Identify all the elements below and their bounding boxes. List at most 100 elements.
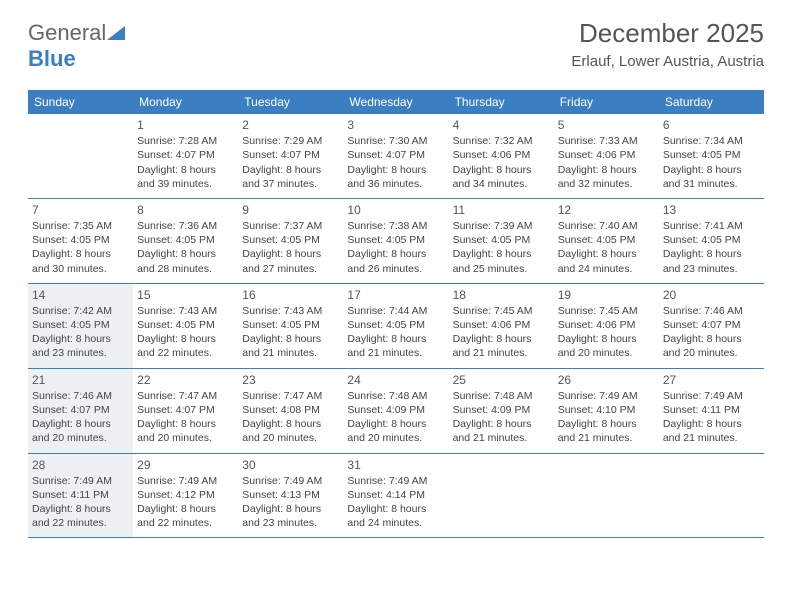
day-cell: 28Sunrise: 7:49 AMSunset: 4:11 PMDayligh…	[28, 454, 133, 538]
day-number: 18	[453, 287, 550, 303]
day-cell: 3Sunrise: 7:30 AMSunset: 4:07 PMDaylight…	[343, 114, 448, 198]
page-title: December 2025	[571, 18, 764, 49]
day-header-cell: Saturday	[659, 90, 764, 114]
sunset-text: Sunset: 4:05 PM	[32, 233, 129, 247]
logo-triangle-icon	[107, 26, 125, 40]
day-number: 19	[558, 287, 655, 303]
sunset-text: Sunset: 4:05 PM	[453, 233, 550, 247]
week-row: 7Sunrise: 7:35 AMSunset: 4:05 PMDaylight…	[28, 199, 764, 284]
day-header-cell: Thursday	[449, 90, 554, 114]
day-number: 26	[558, 372, 655, 388]
daylight-text: Daylight: 8 hours and 24 minutes.	[347, 502, 444, 530]
sunrise-text: Sunrise: 7:41 AM	[663, 219, 760, 233]
daylight-text: Daylight: 8 hours and 20 minutes.	[663, 332, 760, 360]
sunset-text: Sunset: 4:06 PM	[453, 318, 550, 332]
empty-cell	[659, 454, 764, 538]
sunset-text: Sunset: 4:06 PM	[558, 148, 655, 162]
day-cell: 21Sunrise: 7:46 AMSunset: 4:07 PMDayligh…	[28, 369, 133, 453]
calendar: SundayMondayTuesdayWednesdayThursdayFrid…	[28, 90, 764, 538]
sunset-text: Sunset: 4:05 PM	[663, 233, 760, 247]
daylight-text: Daylight: 8 hours and 32 minutes.	[558, 163, 655, 191]
day-cell: 2Sunrise: 7:29 AMSunset: 4:07 PMDaylight…	[238, 114, 343, 198]
sunset-text: Sunset: 4:05 PM	[558, 233, 655, 247]
sunrise-text: Sunrise: 7:43 AM	[242, 304, 339, 318]
day-cell: 14Sunrise: 7:42 AMSunset: 4:05 PMDayligh…	[28, 284, 133, 368]
daylight-text: Daylight: 8 hours and 20 minutes.	[558, 332, 655, 360]
day-cell: 13Sunrise: 7:41 AMSunset: 4:05 PMDayligh…	[659, 199, 764, 283]
daylight-text: Daylight: 8 hours and 21 minutes.	[347, 332, 444, 360]
day-cell: 27Sunrise: 7:49 AMSunset: 4:11 PMDayligh…	[659, 369, 764, 453]
day-cell: 7Sunrise: 7:35 AMSunset: 4:05 PMDaylight…	[28, 199, 133, 283]
sunset-text: Sunset: 4:13 PM	[242, 488, 339, 502]
sunrise-text: Sunrise: 7:49 AM	[32, 474, 129, 488]
sunset-text: Sunset: 4:07 PM	[32, 403, 129, 417]
day-number: 10	[347, 202, 444, 218]
day-number: 13	[663, 202, 760, 218]
sunset-text: Sunset: 4:05 PM	[347, 318, 444, 332]
day-cell: 30Sunrise: 7:49 AMSunset: 4:13 PMDayligh…	[238, 454, 343, 538]
sunset-text: Sunset: 4:11 PM	[663, 403, 760, 417]
empty-cell	[449, 454, 554, 538]
day-cell: 31Sunrise: 7:49 AMSunset: 4:14 PMDayligh…	[343, 454, 448, 538]
daylight-text: Daylight: 8 hours and 23 minutes.	[32, 332, 129, 360]
daylight-text: Daylight: 8 hours and 24 minutes.	[558, 247, 655, 275]
sunset-text: Sunset: 4:12 PM	[137, 488, 234, 502]
sunset-text: Sunset: 4:05 PM	[242, 318, 339, 332]
sunset-text: Sunset: 4:06 PM	[558, 318, 655, 332]
day-header-cell: Tuesday	[238, 90, 343, 114]
day-cell: 23Sunrise: 7:47 AMSunset: 4:08 PMDayligh…	[238, 369, 343, 453]
sunrise-text: Sunrise: 7:29 AM	[242, 134, 339, 148]
daylight-text: Daylight: 8 hours and 22 minutes.	[32, 502, 129, 530]
sunset-text: Sunset: 4:07 PM	[242, 148, 339, 162]
day-cell: 26Sunrise: 7:49 AMSunset: 4:10 PMDayligh…	[554, 369, 659, 453]
day-number: 28	[32, 457, 129, 473]
sunrise-text: Sunrise: 7:40 AM	[558, 219, 655, 233]
day-header-cell: Wednesday	[343, 90, 448, 114]
day-number: 30	[242, 457, 339, 473]
logo-text-1: General	[28, 20, 106, 45]
sunset-text: Sunset: 4:05 PM	[137, 318, 234, 332]
sunrise-text: Sunrise: 7:42 AM	[32, 304, 129, 318]
daylight-text: Daylight: 8 hours and 27 minutes.	[242, 247, 339, 275]
day-cell: 12Sunrise: 7:40 AMSunset: 4:05 PMDayligh…	[554, 199, 659, 283]
daylight-text: Daylight: 8 hours and 21 minutes.	[663, 417, 760, 445]
sunset-text: Sunset: 4:05 PM	[347, 233, 444, 247]
sunset-text: Sunset: 4:07 PM	[347, 148, 444, 162]
sunset-text: Sunset: 4:09 PM	[347, 403, 444, 417]
day-cell: 15Sunrise: 7:43 AMSunset: 4:05 PMDayligh…	[133, 284, 238, 368]
week-row: 21Sunrise: 7:46 AMSunset: 4:07 PMDayligh…	[28, 369, 764, 454]
day-number: 20	[663, 287, 760, 303]
day-cell: 24Sunrise: 7:48 AMSunset: 4:09 PMDayligh…	[343, 369, 448, 453]
day-cell: 18Sunrise: 7:45 AMSunset: 4:06 PMDayligh…	[449, 284, 554, 368]
sunrise-text: Sunrise: 7:46 AM	[663, 304, 760, 318]
sunrise-text: Sunrise: 7:30 AM	[347, 134, 444, 148]
daylight-text: Daylight: 8 hours and 23 minutes.	[242, 502, 339, 530]
sunrise-text: Sunrise: 7:49 AM	[347, 474, 444, 488]
daylight-text: Daylight: 8 hours and 21 minutes.	[242, 332, 339, 360]
daylight-text: Daylight: 8 hours and 34 minutes.	[453, 163, 550, 191]
sunrise-text: Sunrise: 7:49 AM	[137, 474, 234, 488]
daylight-text: Daylight: 8 hours and 26 minutes.	[347, 247, 444, 275]
sunrise-text: Sunrise: 7:48 AM	[347, 389, 444, 403]
day-cell: 25Sunrise: 7:48 AMSunset: 4:09 PMDayligh…	[449, 369, 554, 453]
sunrise-text: Sunrise: 7:49 AM	[558, 389, 655, 403]
day-number: 24	[347, 372, 444, 388]
day-number: 9	[242, 202, 339, 218]
week-row: 14Sunrise: 7:42 AMSunset: 4:05 PMDayligh…	[28, 284, 764, 369]
day-cell: 1Sunrise: 7:28 AMSunset: 4:07 PMDaylight…	[133, 114, 238, 198]
daylight-text: Daylight: 8 hours and 21 minutes.	[558, 417, 655, 445]
page-header: December 2025 Erlauf, Lower Austria, Aus…	[571, 18, 764, 70]
week-row: 1Sunrise: 7:28 AMSunset: 4:07 PMDaylight…	[28, 114, 764, 199]
daylight-text: Daylight: 8 hours and 31 minutes.	[663, 163, 760, 191]
day-number: 12	[558, 202, 655, 218]
sunrise-text: Sunrise: 7:43 AM	[137, 304, 234, 318]
daylight-text: Daylight: 8 hours and 21 minutes.	[453, 332, 550, 360]
daylight-text: Daylight: 8 hours and 36 minutes.	[347, 163, 444, 191]
empty-cell	[28, 114, 133, 198]
sunset-text: Sunset: 4:05 PM	[663, 148, 760, 162]
daylight-text: Daylight: 8 hours and 20 minutes.	[347, 417, 444, 445]
day-cell: 8Sunrise: 7:36 AMSunset: 4:05 PMDaylight…	[133, 199, 238, 283]
day-number: 6	[663, 117, 760, 133]
day-number: 23	[242, 372, 339, 388]
sunrise-text: Sunrise: 7:46 AM	[32, 389, 129, 403]
